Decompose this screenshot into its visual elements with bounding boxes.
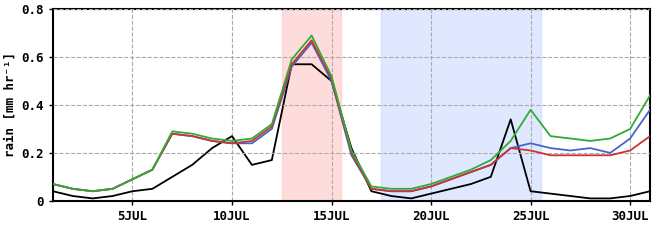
Bar	[381, 9, 541, 201]
Y-axis label: rain [mm hr⁻¹]: rain [mm hr⁻¹]	[4, 52, 17, 158]
Bar	[282, 9, 342, 201]
